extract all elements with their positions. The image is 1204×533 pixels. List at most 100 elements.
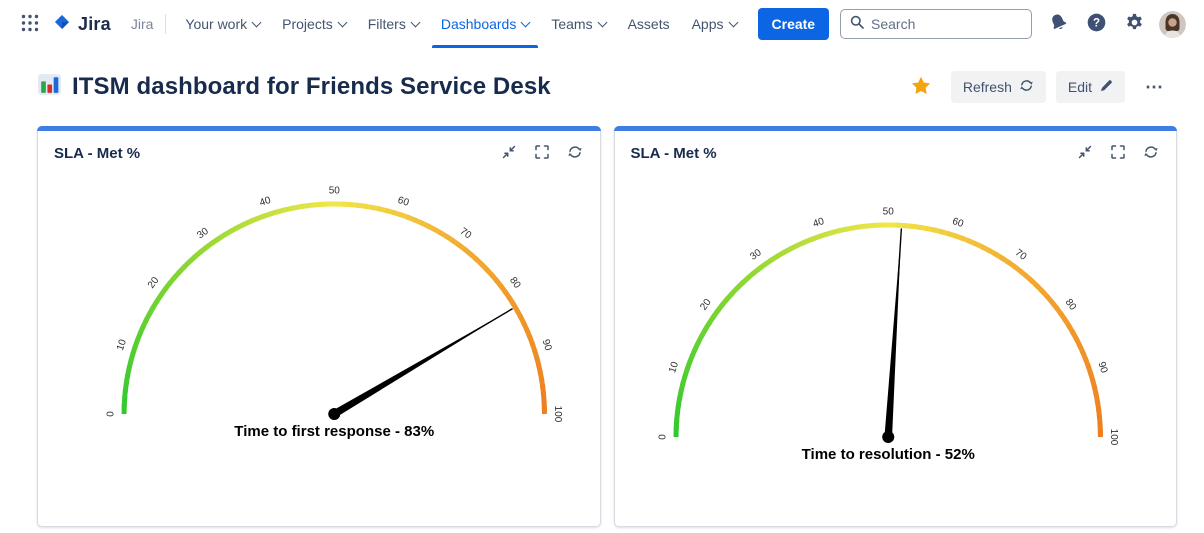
collapse-icon xyxy=(501,144,517,163)
gauge-value-label: Time to first response - 83% xyxy=(234,423,434,440)
jira-logo[interactable]: Jira xyxy=(46,12,117,37)
edit-dashboard-button[interactable]: Edit xyxy=(1055,71,1125,103)
panel-title: SLA - Met % xyxy=(630,144,717,162)
refresh-gadget-button[interactable] xyxy=(566,144,584,162)
gauge-arc xyxy=(673,222,1103,438)
collapse-button[interactable] xyxy=(500,144,518,162)
chevron-down-icon xyxy=(728,17,738,27)
chevron-down-icon xyxy=(337,17,348,27)
expand-icon xyxy=(534,144,550,163)
svg-text:30: 30 xyxy=(748,247,764,263)
gauge-chart-resolution: 0 10 20 30 40 50 60 70 80 90 100 Time to resolution… xyxy=(657,207,1118,463)
gauge-needle xyxy=(881,228,902,443)
gauge-needle-hub xyxy=(328,408,341,420)
refresh-gadget-button[interactable] xyxy=(1142,144,1160,162)
app-switcher-icon xyxy=(21,14,39,35)
collapse-button[interactable] xyxy=(1076,144,1094,162)
nav-item-filters[interactable]: Filters xyxy=(357,0,430,48)
gauge-tick-labels: 0 10 20 30 40 50 60 70 80 90 100 xyxy=(106,186,563,423)
svg-text:40: 40 xyxy=(811,216,825,230)
svg-text:70: 70 xyxy=(458,226,474,242)
dashboard-header: ITSM dashboard for Friends Service Desk … xyxy=(0,48,1204,126)
svg-text:0: 0 xyxy=(106,411,117,417)
svg-text:90: 90 xyxy=(1095,360,1109,374)
svg-text:10: 10 xyxy=(667,360,681,374)
svg-text:0: 0 xyxy=(657,434,668,440)
svg-text:50: 50 xyxy=(329,186,341,197)
nav-item-label: Projects xyxy=(282,16,333,32)
profile-button[interactable] xyxy=(1156,8,1188,40)
app-switcher-button[interactable] xyxy=(14,8,46,40)
nav-item-your-work[interactable]: Your work xyxy=(174,0,271,48)
settings-button[interactable] xyxy=(1118,8,1150,40)
expand-icon xyxy=(1110,144,1126,163)
help-icon: ? xyxy=(1086,12,1107,36)
create-button[interactable]: Create xyxy=(757,8,830,40)
gauge-tick-labels: 0 10 20 30 40 50 60 70 80 90 100 xyxy=(657,207,1118,446)
panel-accent-bar xyxy=(37,126,601,131)
search-input[interactable] xyxy=(871,16,1022,32)
search-icon xyxy=(850,15,864,34)
favorite-star-button[interactable] xyxy=(905,71,937,103)
page-title: ITSM dashboard for Friends Service Desk xyxy=(72,73,551,100)
refresh-dashboard-button[interactable]: Refresh xyxy=(950,71,1046,103)
chevron-down-icon xyxy=(251,17,262,27)
panel-controls xyxy=(500,144,584,162)
star-favorite-icon xyxy=(910,75,932,100)
nav-item-teams[interactable]: Teams xyxy=(540,0,616,48)
jira-wordmark: Jira xyxy=(78,13,111,34)
svg-text:60: 60 xyxy=(950,216,964,230)
svg-text:40: 40 xyxy=(258,195,272,209)
nav-item-label: Assets xyxy=(627,16,670,32)
gauge-needle xyxy=(328,308,513,420)
nav-separator xyxy=(165,14,167,34)
header-actions: Refresh Edit ⋯ xyxy=(905,71,1174,103)
chevron-down-icon xyxy=(520,17,531,27)
svg-text:10: 10 xyxy=(115,338,129,352)
dashboard-panels: SLA - Met % xyxy=(0,126,1204,527)
nav-item-projects[interactable]: Projects xyxy=(271,0,357,48)
settings-gear-icon xyxy=(1124,12,1145,36)
svg-text:20: 20 xyxy=(698,297,714,313)
nav-right-icons: ? xyxy=(1042,8,1188,40)
panel-accent-bar xyxy=(613,126,1177,131)
gauge-value-label: Time to resolution - 52% xyxy=(801,446,974,463)
notifications-button[interactable] xyxy=(1042,8,1074,40)
refresh-button-label: Refresh xyxy=(962,79,1012,95)
refresh-icon xyxy=(1143,144,1159,163)
chevron-down-icon xyxy=(410,17,421,27)
gauge-chart-first-response: 0 10 20 30 40 50 60 70 80 90 100 Time to first resp… xyxy=(106,186,563,440)
svg-text:100: 100 xyxy=(1107,429,1118,446)
site-label: Jira xyxy=(130,16,154,32)
gauge-arc xyxy=(121,201,547,415)
nav-item-apps[interactable]: Apps xyxy=(681,0,748,48)
primary-nav: Your work Projects Filters Dashboards Teams A… xyxy=(174,0,747,48)
help-button[interactable]: ? xyxy=(1080,8,1112,40)
edit-button-label: Edit xyxy=(1067,79,1092,95)
svg-text:?: ? xyxy=(1092,18,1099,30)
gadget-panel-first-response: SLA - Met % xyxy=(37,126,601,527)
nav-item-label: Filters xyxy=(367,16,406,32)
nav-item-assets[interactable]: Assets xyxy=(617,0,681,48)
svg-text:80: 80 xyxy=(1062,297,1078,313)
panel-controls xyxy=(1076,144,1160,162)
nav-item-label: Teams xyxy=(551,16,593,32)
svg-text:50: 50 xyxy=(882,207,894,218)
more-actions-button[interactable]: ⋯ xyxy=(1135,71,1174,103)
svg-text:70: 70 xyxy=(1012,247,1028,263)
user-avatar xyxy=(1158,10,1186,38)
pencil-icon xyxy=(1099,79,1113,96)
nav-item-dashboards[interactable]: Dashboards xyxy=(430,0,541,48)
search-box[interactable] xyxy=(840,9,1032,39)
svg-text:90: 90 xyxy=(540,338,554,352)
expand-button[interactable] xyxy=(1109,144,1127,162)
gauge-needle-hub xyxy=(881,431,894,443)
jira-logo-icon xyxy=(52,12,72,37)
expand-button[interactable] xyxy=(533,144,551,162)
chevron-down-icon xyxy=(597,17,608,27)
nav-item-label: Apps xyxy=(691,16,724,32)
bar-chart-icon xyxy=(37,72,62,102)
collapse-icon xyxy=(1077,144,1093,163)
nav-item-label: Your work xyxy=(185,16,248,32)
svg-text:80: 80 xyxy=(507,275,523,291)
